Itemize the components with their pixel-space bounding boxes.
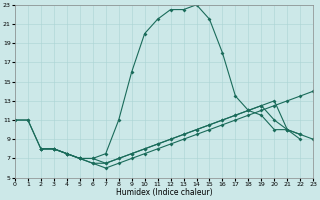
X-axis label: Humidex (Indice chaleur): Humidex (Indice chaleur) <box>116 188 212 197</box>
